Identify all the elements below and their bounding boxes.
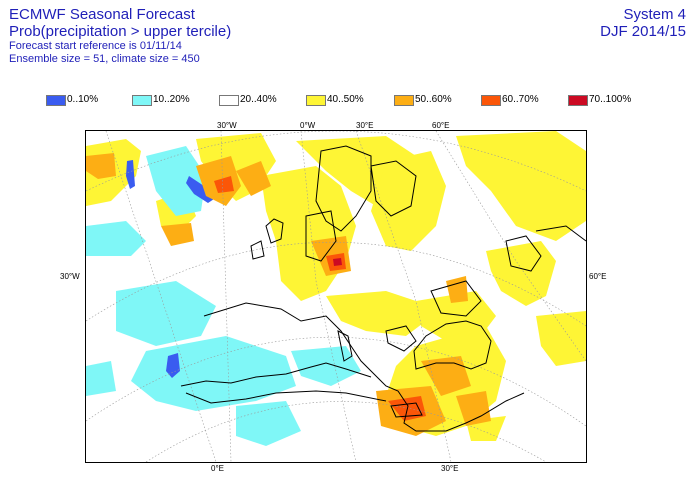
system-label: System 4 [623, 6, 686, 23]
forecast-start-reference: Forecast start reference is 01/11/14 [9, 40, 182, 52]
ensemble-size: Ensemble size = 51, climate size = 450 [9, 53, 200, 65]
axis-label-top-30e: 30°E [356, 121, 374, 130]
legend-swatch [219, 95, 239, 106]
axis-label-bottom-0e: 0°E [211, 464, 224, 473]
axis-label-top-30w: 30°W [217, 121, 237, 130]
chart-title: ECMWF Seasonal Forecast [9, 6, 195, 23]
legend-swatch [481, 95, 501, 106]
coastlines [180, 145, 586, 432]
legend-swatch [394, 95, 414, 106]
legend-swatch [306, 95, 326, 106]
axis-label-bottom-30e: 30°E [441, 464, 459, 473]
legend-swatch [568, 95, 588, 106]
graticule-lines [86, 131, 586, 462]
axis-label-top-60e: 60°E [432, 121, 450, 130]
period-label: DJF 2014/15 [600, 23, 686, 40]
legend-label: 50..60% [415, 94, 452, 105]
axis-label-top-0: 0°W [300, 121, 316, 130]
probability-map [86, 131, 586, 462]
axis-label-left-30w: 30°W [60, 272, 80, 281]
legend-label: 60..70% [502, 94, 539, 105]
legend-swatch [46, 95, 66, 106]
legend-label: 20..40% [240, 94, 277, 105]
map-panel [85, 130, 587, 463]
chart-subtitle: Prob(precipitation > upper tercile) [9, 23, 232, 40]
legend-label: 70..100% [589, 94, 632, 105]
axis-label-right-60e: 60°E [589, 272, 607, 281]
legend-label: 40..50% [327, 94, 364, 105]
legend-swatch [132, 95, 152, 106]
legend-label: 0..10% [67, 94, 99, 105]
legend-label: 10..20% [153, 94, 190, 105]
prob-70-100-regions [333, 258, 342, 266]
header-left: ECMWF Seasonal Forecast Prob(precipitati… [9, 6, 231, 66]
header-right: System 4 DJF 2014/15 [600, 6, 686, 40]
